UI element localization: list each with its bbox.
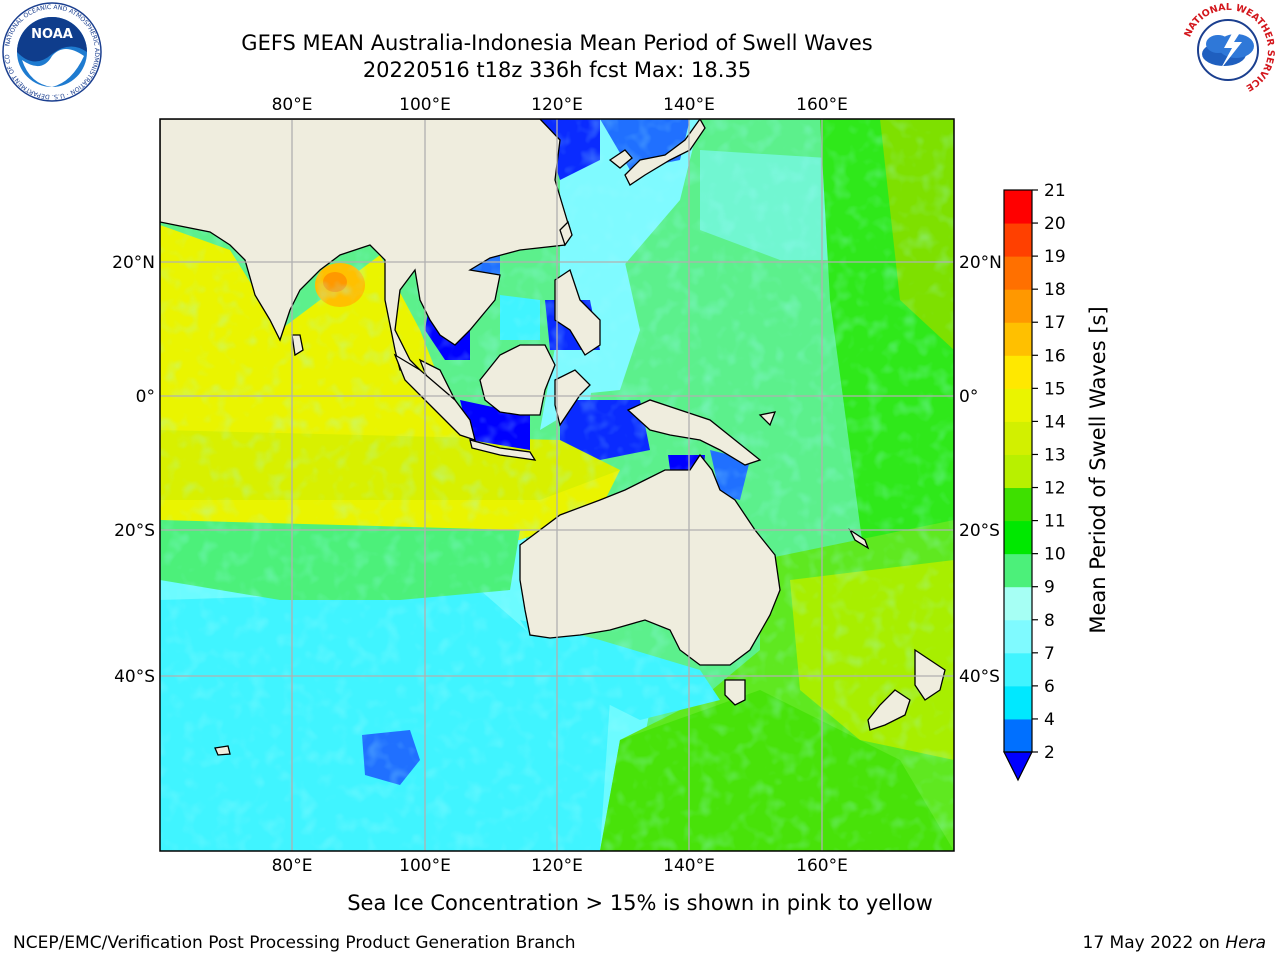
colorbar-tick-label: 4 bbox=[1044, 710, 1055, 730]
colorbar-segment bbox=[1004, 223, 1032, 257]
colorbar-tick-label: 10 bbox=[1044, 545, 1066, 565]
colorbar: 2 4 6 7 8 9 10 11 12 13 14 15 16 17 18 19 20 21 bbox=[1003, 181, 1066, 782]
colorbar-segment bbox=[1004, 355, 1032, 389]
colorbar-tick-label: 7 bbox=[1044, 644, 1055, 664]
chart-subtitle: 20220516 t18z 336h fcst Max: 18.35 bbox=[362, 58, 752, 82]
colorbar-label: Mean Period of Swell Waves [s] bbox=[1086, 306, 1110, 633]
colorbar-under-triangle bbox=[1003, 751, 1033, 782]
colorbar-frame bbox=[1003, 189, 1033, 753]
colorbar-tick-label: 13 bbox=[1044, 445, 1066, 465]
colorbar-segment bbox=[1004, 718, 1032, 753]
colorbar-tick-label: 9 bbox=[1044, 578, 1055, 598]
colorbar-segment bbox=[1004, 421, 1032, 455]
sea-ice-caption: Sea Ice Concentration > 15% is shown in … bbox=[347, 891, 933, 915]
lat-tick-right-40s: 40°S bbox=[959, 667, 1000, 687]
nws-logo: NATIONAL WEATHER SERVICE bbox=[1181, 2, 1276, 97]
lon-tick-top-140e: 140°E bbox=[663, 95, 715, 115]
lon-tick-top-100e: 100°E bbox=[399, 95, 451, 115]
colorbar-tick-label: 20 bbox=[1044, 214, 1066, 234]
colorbar-segment bbox=[1004, 289, 1032, 323]
colorbar-segment bbox=[1004, 388, 1032, 422]
lat-tick-left-20s: 20°S bbox=[114, 521, 155, 541]
noaa-logo-text: NOAA bbox=[31, 27, 73, 42]
colorbar-segment bbox=[1004, 619, 1032, 654]
colorbar-tick-label: 6 bbox=[1044, 677, 1055, 697]
colorbar-segment bbox=[1004, 322, 1032, 356]
map-gridlines bbox=[160, 119, 954, 851]
colorbar-tick-label: 17 bbox=[1044, 313, 1066, 333]
colorbar-segment bbox=[1004, 487, 1032, 522]
lat-tick-left-0: 0° bbox=[136, 387, 155, 407]
colorbar-tick-label: 18 bbox=[1044, 280, 1066, 300]
lon-tick-top-120e: 120°E bbox=[531, 95, 583, 115]
colorbar-segment bbox=[1004, 685, 1032, 720]
colorbar-tick-label: 16 bbox=[1044, 346, 1066, 366]
lon-tick-bottom-100e: 100°E bbox=[399, 856, 451, 876]
map-frame bbox=[159, 118, 955, 852]
lon-tick-bottom-80e: 80°E bbox=[272, 856, 313, 876]
colorbar-segment bbox=[1004, 256, 1032, 290]
colorbar-segment bbox=[1004, 652, 1032, 687]
colorbar-tick-label: 14 bbox=[1044, 412, 1066, 432]
footer-host: Hera bbox=[1225, 933, 1266, 953]
lat-tick-left-20n: 20°N bbox=[112, 253, 155, 273]
colorbar-tick-label: 15 bbox=[1044, 379, 1066, 399]
lon-tick-bottom-120e: 120°E bbox=[531, 856, 583, 876]
colorbar-tick-label: 19 bbox=[1044, 247, 1066, 267]
lon-tick-top-160e: 160°E bbox=[796, 95, 848, 115]
lon-tick-bottom-160e: 160°E bbox=[796, 856, 848, 876]
colorbar-tick-label: 11 bbox=[1044, 512, 1066, 532]
colorbar-segment bbox=[1004, 520, 1032, 555]
lon-tick-bottom-140e: 140°E bbox=[663, 856, 715, 876]
colorbar-segment bbox=[1004, 454, 1032, 489]
lat-tick-right-0: 0° bbox=[959, 387, 978, 407]
chart-title: GEFS MEAN Australia-Indonesia Mean Perio… bbox=[241, 31, 873, 55]
lat-tick-left-40s: 40°S bbox=[114, 667, 155, 687]
footer-date-text: 17 May 2022 on bbox=[1082, 933, 1226, 953]
colorbar-tick-label: 2 bbox=[1044, 743, 1055, 763]
colorbar-segment bbox=[1004, 553, 1032, 588]
colorbar-segment bbox=[1004, 190, 1032, 224]
colorbar-tick-label: 21 bbox=[1044, 181, 1066, 201]
lat-tick-right-20n: 20°N bbox=[959, 253, 1002, 273]
footer-branch: NCEP/EMC/Verification Post Processing Pr… bbox=[13, 933, 576, 953]
colorbar-tick-label: 8 bbox=[1044, 611, 1055, 631]
lat-tick-right-20s: 20°S bbox=[959, 521, 1000, 541]
noaa-logo: NATIONAL OCEANIC AND ATMOSPHERIC ADMINIS… bbox=[2, 2, 102, 102]
colorbar-tick-label: 12 bbox=[1044, 479, 1066, 499]
footer-date: 17 May 2022 on Hera bbox=[1083, 933, 1267, 953]
lon-tick-top-80e: 80°E bbox=[272, 95, 313, 115]
colorbar-segment bbox=[1004, 586, 1032, 621]
